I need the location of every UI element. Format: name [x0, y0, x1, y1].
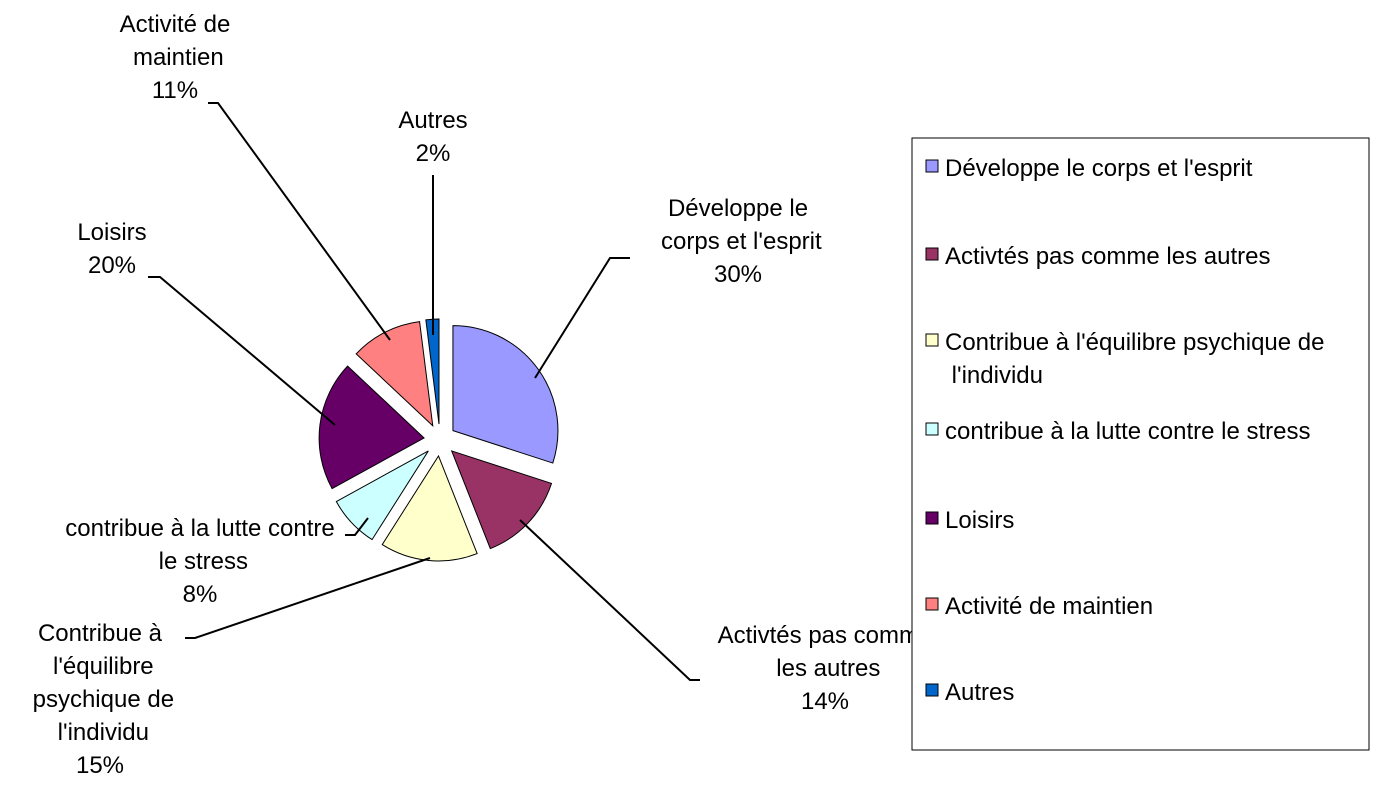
leader-line — [208, 102, 391, 341]
leader-line — [185, 557, 431, 639]
leader-line — [345, 517, 369, 536]
legend-swatch — [925, 333, 939, 347]
legend-swatch — [925, 511, 939, 525]
leader-line — [534, 257, 630, 379]
data-label-category: Développe le corps et l'esprit — [654, 195, 822, 255]
data-label-value: 15% — [76, 752, 124, 779]
data-label-value: 11% — [152, 77, 198, 104]
legend-swatch — [925, 159, 939, 173]
data-label-category: contribue à la lutte contre le stress — [65, 515, 335, 575]
leader-line — [519, 519, 700, 681]
legend-box — [911, 137, 1370, 751]
legend-label: contribue à la lutte contre le stress — [945, 418, 1311, 445]
legend-label: Contribue à l'équilibre psychique de l'i… — [945, 329, 1325, 389]
pie-slice — [452, 325, 559, 464]
data-label-value: 2% — [416, 140, 451, 167]
legend-label: Développe le corps et l'esprit — [945, 155, 1253, 182]
legend-swatch — [925, 247, 939, 261]
data-label-value: 8% — [183, 581, 218, 608]
legend-label: Activité de maintien — [945, 593, 1153, 620]
data-label-category: Autres — [398, 107, 467, 134]
data-label-category: Contribue à l'équilibre psychique de l'i… — [26, 620, 174, 746]
legend-swatch — [925, 683, 939, 697]
pie-slice — [381, 454, 478, 562]
legend-label: Activtés pas comme les autres — [945, 243, 1270, 270]
legend-label: Autres — [945, 679, 1014, 706]
legend-label: Loisirs — [945, 507, 1014, 534]
pie-slice — [318, 365, 425, 490]
data-label-value: 14% — [801, 688, 849, 715]
data-label-value: 20% — [88, 252, 136, 279]
leader-line — [148, 276, 336, 426]
pie-slice — [335, 450, 429, 541]
data-label-value: 30% — [714, 261, 762, 288]
pie-slice — [450, 450, 553, 550]
data-label-category: Activité de maintien — [120, 11, 231, 71]
legend-swatch — [925, 422, 939, 436]
legend-swatch — [925, 597, 939, 611]
data-label-category: Activtés pas comme les autres — [718, 622, 933, 682]
data-label-category: Loisirs — [77, 219, 146, 246]
